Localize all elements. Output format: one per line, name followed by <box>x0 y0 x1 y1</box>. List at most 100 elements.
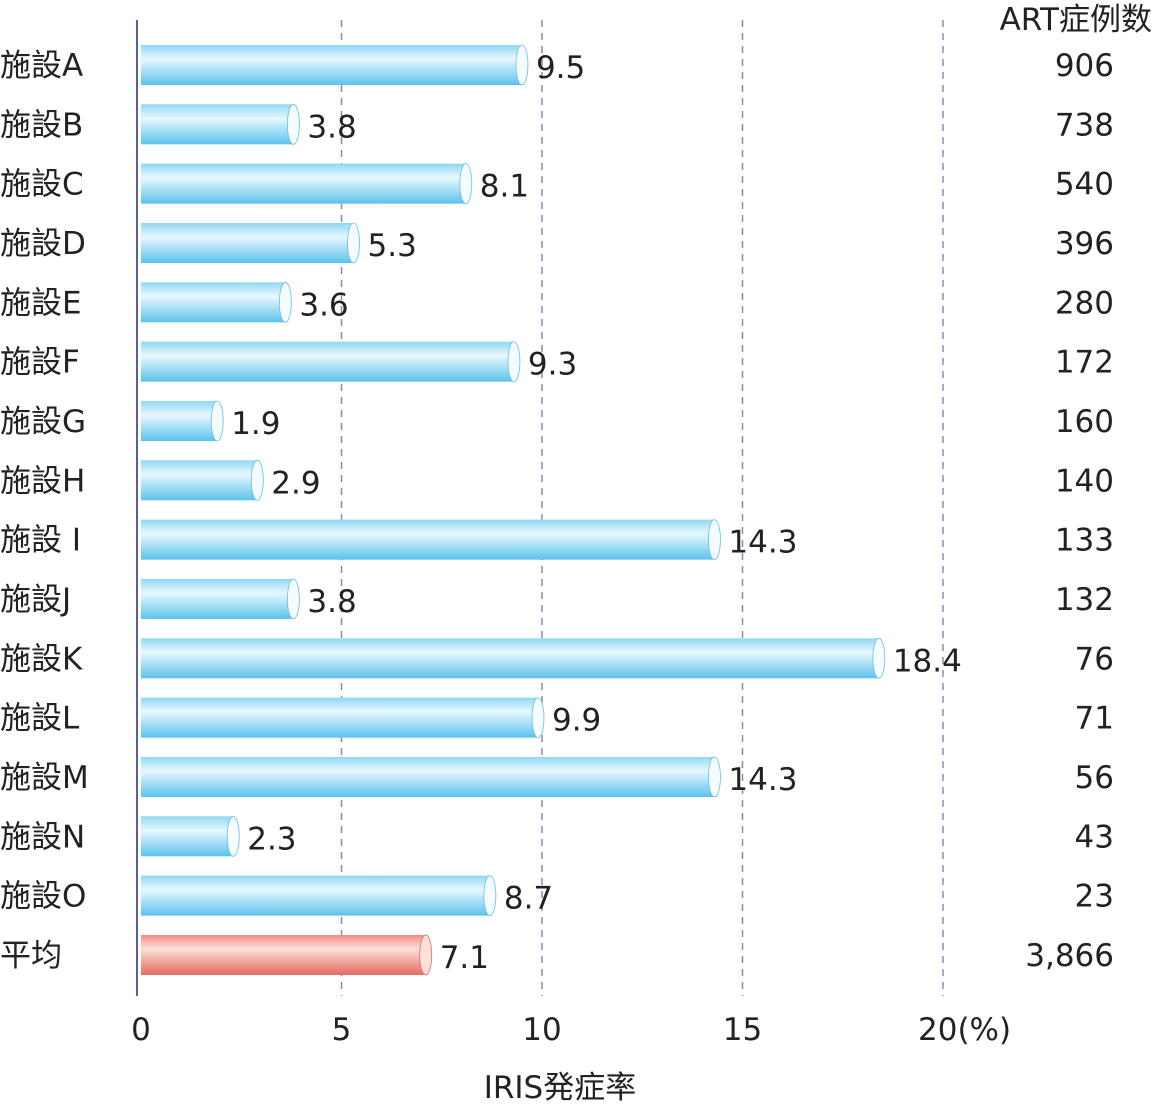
bar-end-cap <box>419 934 433 976</box>
value-label: 8.1 <box>480 169 529 205</box>
bar-body <box>141 282 286 323</box>
value-label: 3.6 <box>299 287 348 323</box>
bar <box>141 756 721 798</box>
bar-body <box>141 104 294 145</box>
value-label: 14.3 <box>728 525 797 561</box>
bars <box>141 44 886 976</box>
bar-end-cap <box>278 281 292 323</box>
value-label: 7.1 <box>440 940 489 976</box>
bar-body <box>141 222 354 263</box>
art-cases-value: 71 <box>1075 701 1114 737</box>
bar-body <box>141 756 715 797</box>
value-label: 9.9 <box>552 703 601 739</box>
bar-body <box>141 163 466 204</box>
value-label: 5.3 <box>368 228 417 264</box>
bar <box>141 815 240 857</box>
x-tick-label: 10 <box>522 1012 561 1048</box>
category-label: 施設D <box>0 226 86 262</box>
art-cases-value: 132 <box>1055 582 1114 618</box>
average-bar <box>141 934 433 976</box>
bar-end-cap <box>459 163 473 205</box>
bar-body <box>141 934 426 975</box>
bar-body <box>141 45 522 85</box>
bar <box>141 400 224 442</box>
bar-end-cap <box>507 341 521 383</box>
bar <box>141 103 300 145</box>
x-tick-label: 15 <box>723 1012 762 1048</box>
x-tick-label: 5 <box>332 1012 352 1048</box>
art-cases-header: ART症例数 <box>1000 2 1152 38</box>
art-cases-value: 280 <box>1055 285 1114 321</box>
category-label: 施設J <box>0 582 71 618</box>
bar-body <box>141 460 258 501</box>
bar-end-cap <box>250 459 264 501</box>
bar <box>141 44 529 86</box>
category-label: 施設K <box>0 641 83 677</box>
art-cases-value: 43 <box>1075 819 1114 855</box>
bar-body <box>141 816 234 857</box>
art-cases-value: 76 <box>1075 641 1114 677</box>
bar-end-cap <box>708 756 721 798</box>
total-cases-value: 3,866 <box>1025 938 1114 974</box>
value-label: 2.3 <box>247 821 296 857</box>
bar <box>141 875 497 917</box>
category-label: 施設E <box>0 285 82 321</box>
category-label: 施設A <box>0 48 83 84</box>
bar-body <box>141 697 538 738</box>
value-label: 14.3 <box>728 762 797 798</box>
category-label: 施設G <box>0 404 86 440</box>
art-cases-value: 23 <box>1075 879 1114 915</box>
bar <box>141 163 473 205</box>
art-cases-value: 540 <box>1055 167 1114 203</box>
bar-end-cap <box>210 400 224 442</box>
art-cases-value: 738 <box>1055 107 1114 143</box>
value-label: 9.3 <box>528 347 577 383</box>
bar <box>141 697 545 739</box>
bar-end-cap <box>286 103 300 145</box>
bar <box>141 222 360 264</box>
x-tick-label: 0 <box>131 1012 151 1048</box>
bar-end-cap <box>872 637 886 679</box>
bar <box>141 281 292 323</box>
bar <box>141 637 886 679</box>
value-label: 1.9 <box>231 406 280 442</box>
art-cases-value: 172 <box>1055 345 1114 381</box>
bar-end-cap <box>483 875 497 917</box>
bar-body <box>141 400 218 441</box>
bar-body <box>141 875 490 916</box>
value-label: 3.8 <box>307 584 356 620</box>
category-label: 施設M <box>0 760 89 796</box>
value-label: 3.8 <box>307 109 356 145</box>
bar-body <box>141 638 879 679</box>
bar-end-cap <box>226 815 240 857</box>
bar <box>141 578 300 620</box>
art-cases-value: 133 <box>1055 523 1114 559</box>
category-label: 施設 I <box>0 523 81 559</box>
art-cases-value: 396 <box>1055 226 1114 262</box>
category-label: 施設N <box>0 819 85 855</box>
bar-body <box>141 578 294 619</box>
bar <box>141 341 521 383</box>
value-label: 18.4 <box>893 643 962 679</box>
art-cases-value: 160 <box>1055 404 1114 440</box>
bar <box>141 519 721 561</box>
bar-end-cap <box>515 44 529 86</box>
category-label: 施設B <box>0 107 83 143</box>
category-label: 施設L <box>0 701 80 737</box>
bar-body <box>141 341 514 382</box>
category-label: 施設H <box>0 463 85 499</box>
category-label: 施設F <box>0 345 80 381</box>
value-label: 8.7 <box>504 881 553 917</box>
bar-end-cap <box>531 697 545 739</box>
x-axis-title: IRIS発症率 <box>484 1070 637 1106</box>
category-label: 施設C <box>0 167 84 203</box>
category-label: 施設O <box>0 879 86 915</box>
value-label: 9.5 <box>536 50 585 86</box>
bar-end-cap <box>708 519 721 561</box>
x-tick-label: 20(%) <box>918 1012 1011 1048</box>
value-label: 2.9 <box>271 465 320 501</box>
art-cases-value: 906 <box>1055 48 1114 84</box>
bar-body <box>141 519 715 560</box>
